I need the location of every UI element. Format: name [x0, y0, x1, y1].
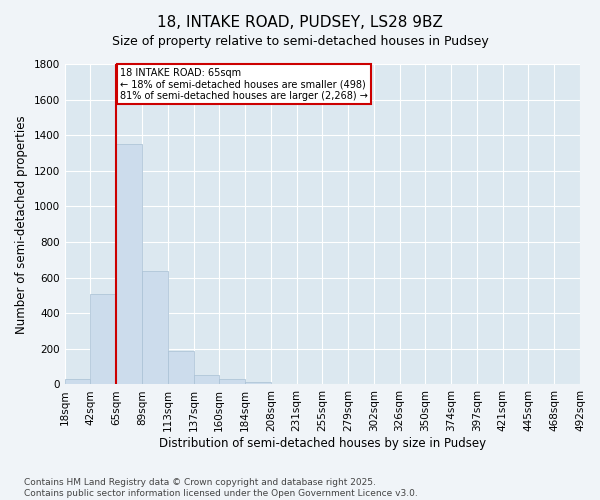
Bar — [91, 294, 116, 384]
Bar — [219, 379, 245, 384]
Y-axis label: Number of semi-detached properties: Number of semi-detached properties — [15, 115, 28, 334]
Bar — [168, 350, 193, 384]
Text: Size of property relative to semi-detached houses in Pudsey: Size of property relative to semi-detach… — [112, 35, 488, 48]
Bar — [142, 270, 168, 384]
Bar — [193, 374, 219, 384]
Bar — [116, 144, 142, 384]
Bar — [245, 382, 271, 384]
Text: 18 INTAKE ROAD: 65sqm
← 18% of semi-detached houses are smaller (498)
81% of sem: 18 INTAKE ROAD: 65sqm ← 18% of semi-deta… — [120, 68, 368, 101]
Text: 18, INTAKE ROAD, PUDSEY, LS28 9BZ: 18, INTAKE ROAD, PUDSEY, LS28 9BZ — [157, 15, 443, 30]
Text: Contains HM Land Registry data © Crown copyright and database right 2025.
Contai: Contains HM Land Registry data © Crown c… — [24, 478, 418, 498]
X-axis label: Distribution of semi-detached houses by size in Pudsey: Distribution of semi-detached houses by … — [159, 437, 486, 450]
Bar — [65, 379, 91, 384]
